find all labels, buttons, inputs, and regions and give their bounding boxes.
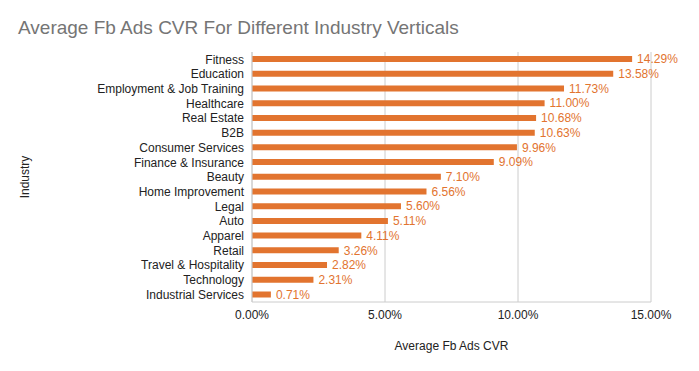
svg-text:Education: Education <box>191 67 244 81</box>
svg-text:4.11%: 4.11% <box>366 229 399 243</box>
svg-text:Legal: Legal <box>215 200 244 214</box>
svg-text:Industry: Industry <box>18 156 32 199</box>
svg-text:5.60%: 5.60% <box>406 199 440 213</box>
svg-text:Employment & Job Training: Employment & Job Training <box>97 82 244 96</box>
svg-text:Retail: Retail <box>213 244 244 258</box>
svg-text:13.58%: 13.58% <box>618 67 659 81</box>
svg-text:0.00%: 0.00% <box>235 308 269 322</box>
svg-text:Average Fb Ads CVR: Average Fb Ads CVR <box>395 339 509 353</box>
svg-text:Fitness: Fitness <box>205 53 244 67</box>
svg-text:Consumer Services: Consumer Services <box>139 141 244 155</box>
svg-text:2.82%: 2.82% <box>332 258 366 272</box>
svg-text:6.56%: 6.56% <box>431 185 465 199</box>
svg-text:10.63%: 10.63% <box>540 126 581 140</box>
svg-text:5.11%: 5.11% <box>393 214 426 228</box>
svg-text:Beauty: Beauty <box>207 170 244 184</box>
svg-text:Healthcare: Healthcare <box>186 97 244 111</box>
svg-text:Apparel: Apparel <box>203 229 244 243</box>
svg-text:Industrial Services: Industrial Services <box>146 288 244 302</box>
svg-text:15.00%: 15.00% <box>631 308 672 322</box>
html-text:Average Fb Ads CVR For Differe: Average Fb Ads CVR For Different Industr… <box>18 17 459 38</box>
svg-text:5.00%: 5.00% <box>368 308 402 322</box>
svg-text:Real Estate: Real Estate <box>182 111 244 125</box>
svg-text:11.73%: 11.73% <box>569 82 609 96</box>
svg-text:Finance & Insurance: Finance & Insurance <box>134 156 244 170</box>
svg-text:B2B: B2B <box>221 126 244 140</box>
svg-text:Home Improvement: Home Improvement <box>139 185 245 199</box>
svg-text:10.68%: 10.68% <box>541 111 582 125</box>
svg-text:10.00%: 10.00% <box>498 308 539 322</box>
svg-text:14.29%: 14.29% <box>637 52 678 66</box>
svg-text:9.96%: 9.96% <box>522 141 556 155</box>
svg-text:3.26%: 3.26% <box>344 244 378 258</box>
svg-text:7.10%: 7.10% <box>446 170 480 184</box>
svg-text:Travel & Hospitality: Travel & Hospitality <box>141 258 244 272</box>
svg-text:Technology: Technology <box>183 273 244 287</box>
svg-text:0.71%: 0.71% <box>276 288 310 302</box>
svg-text:11.00%: 11.00% <box>550 96 590 110</box>
svg-text:Auto: Auto <box>219 214 244 228</box>
svg-text:2.31%: 2.31% <box>318 273 352 287</box>
svg-text:9.09%: 9.09% <box>499 155 533 169</box>
